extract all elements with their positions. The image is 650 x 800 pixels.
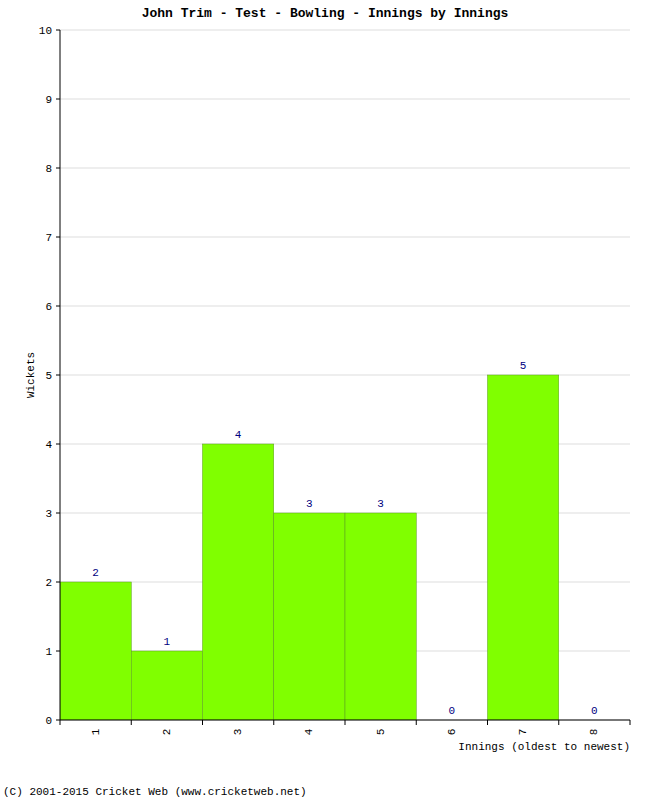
y-tick-label: 8 (45, 163, 52, 175)
x-tick-label: 2 (161, 729, 173, 736)
chart-container: 0 1 2 3 4 5 6 7 8 9 10 2 1 4 3 3 0 5 0 1 2 3 4 5 6 7 8 John Trim - … (0, 0, 650, 800)
y-axis-label: Wickets (25, 352, 37, 398)
data-label: 1 (164, 636, 171, 648)
grid-line (60, 99, 630, 100)
y-tick-label: 9 (45, 94, 52, 106)
x-tick (273, 720, 274, 725)
y-tick-label: 6 (45, 301, 52, 313)
data-label: 5 (520, 360, 527, 372)
chart: 0 1 2 3 4 5 6 7 8 9 10 2 1 4 3 3 0 5 0 1 2 3 4 5 6 7 8 John Trim - … (0, 0, 650, 800)
data-label: 4 (235, 429, 242, 441)
data-label: 0 (449, 705, 456, 717)
bar (488, 375, 559, 720)
x-tick (487, 720, 488, 725)
y-tick-label: 2 (45, 577, 52, 589)
y-tick (56, 306, 60, 307)
bar (274, 513, 345, 720)
y-tick-label: 0 (45, 715, 52, 727)
grid-line (60, 168, 630, 169)
x-tick (131, 720, 132, 725)
x-tick-label: 5 (375, 729, 387, 736)
x-tick-label: 6 (446, 729, 458, 736)
y-axis (60, 30, 61, 720)
x-tick (416, 720, 417, 725)
y-tick (56, 582, 60, 583)
x-tick (630, 720, 631, 725)
data-label: 3 (306, 498, 313, 510)
x-tick (345, 720, 346, 725)
grid-line (60, 306, 630, 307)
x-axis-label: Innings (oldest to newest) (458, 741, 630, 753)
x-tick (558, 720, 559, 725)
x-tick-label: 7 (517, 729, 529, 736)
y-tick (56, 30, 60, 31)
x-tick-label: 1 (90, 728, 102, 735)
footer: (C) 2001-2015 Cricket Web (www.cricketwe… (3, 786, 307, 798)
y-tick (56, 651, 60, 652)
title: John Trim - Test - Bowling - Innings by … (142, 6, 509, 21)
bar (131, 651, 202, 720)
x-tick-label: 8 (588, 729, 600, 736)
y-tick (56, 444, 60, 445)
x-tick (60, 720, 61, 725)
bars (60, 375, 559, 720)
y-tick (56, 375, 60, 376)
x-tick (202, 720, 203, 725)
y-tick-label: 7 (45, 232, 52, 244)
y-tick-label: 5 (45, 370, 52, 382)
data-label: 0 (591, 705, 598, 717)
grid-line (60, 237, 630, 238)
y-tick-label: 3 (45, 508, 52, 520)
background (0, 0, 650, 800)
x-tick-label: 3 (232, 729, 244, 736)
y-tick-label: 1 (45, 646, 52, 658)
y-tick (56, 237, 60, 238)
data-label: 2 (92, 567, 99, 579)
grid-line (60, 30, 630, 31)
bar (203, 444, 274, 720)
y-tick (56, 168, 60, 169)
x-tick-label: 4 (303, 728, 315, 735)
bar (345, 513, 416, 720)
data-label: 3 (377, 498, 384, 510)
y-tick-label: 10 (39, 25, 52, 37)
y-tick (56, 513, 60, 514)
y-tick (56, 99, 60, 100)
bar (60, 582, 131, 720)
y-tick-label: 4 (45, 439, 52, 451)
y-tick (56, 720, 60, 721)
